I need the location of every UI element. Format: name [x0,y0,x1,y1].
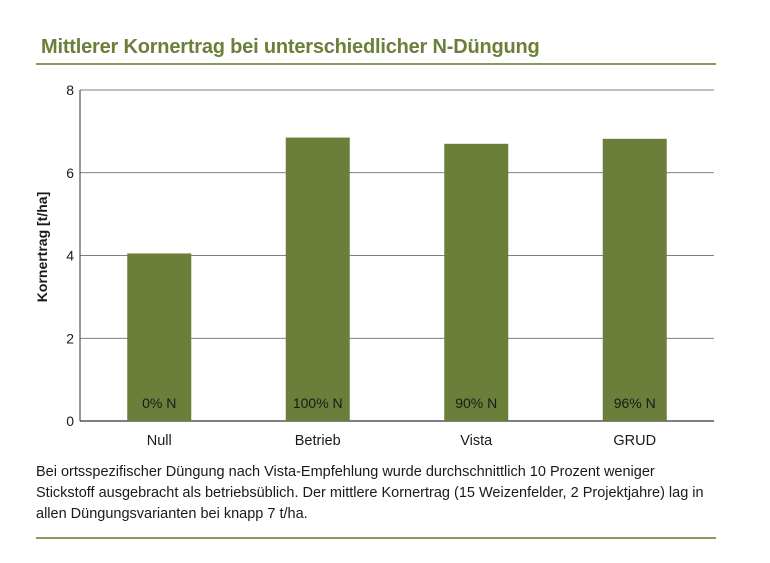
y-axis-label: Kornertrag [t/ha] [34,192,50,302]
x-tick-label: Betrieb [295,433,341,449]
bar-grud [602,138,667,421]
title-divider [36,63,716,65]
y-tick-label: 4 [66,248,74,264]
labels: 0 2 4 6 8 0% N Null 100% N Betrieb 90% N Vista 96% … [66,82,656,449]
bottom-divider [36,537,716,539]
bar-label: 0% N [142,395,176,411]
x-tick-label: Null [147,433,172,449]
chart-caption: Bei ortsspezifischer Düngung nach Vista-… [36,464,704,522]
y-tick-label: 2 [66,330,74,346]
bar-betrieb [285,137,350,422]
bar-chart: 0 2 4 6 8 0% N Null 100% N Betrieb 90% N Vista 96% … [34,82,714,449]
bar-label: 90% N [455,395,497,411]
bar-null [127,253,192,421]
bar-label: 96% N [614,395,656,411]
x-tick-label: Vista [460,433,493,449]
y-tick-label: 0 [66,413,74,429]
y-tick-label: 8 [66,82,74,98]
x-tick-label: GRUD [613,433,656,449]
bars [127,137,667,422]
bar-label: 100% N [293,395,343,411]
y-tick-label: 6 [66,165,74,181]
bar-vista [444,143,509,421]
chart-title: Mittlerer Kornertrag bei unterschiedlich… [41,36,540,58]
